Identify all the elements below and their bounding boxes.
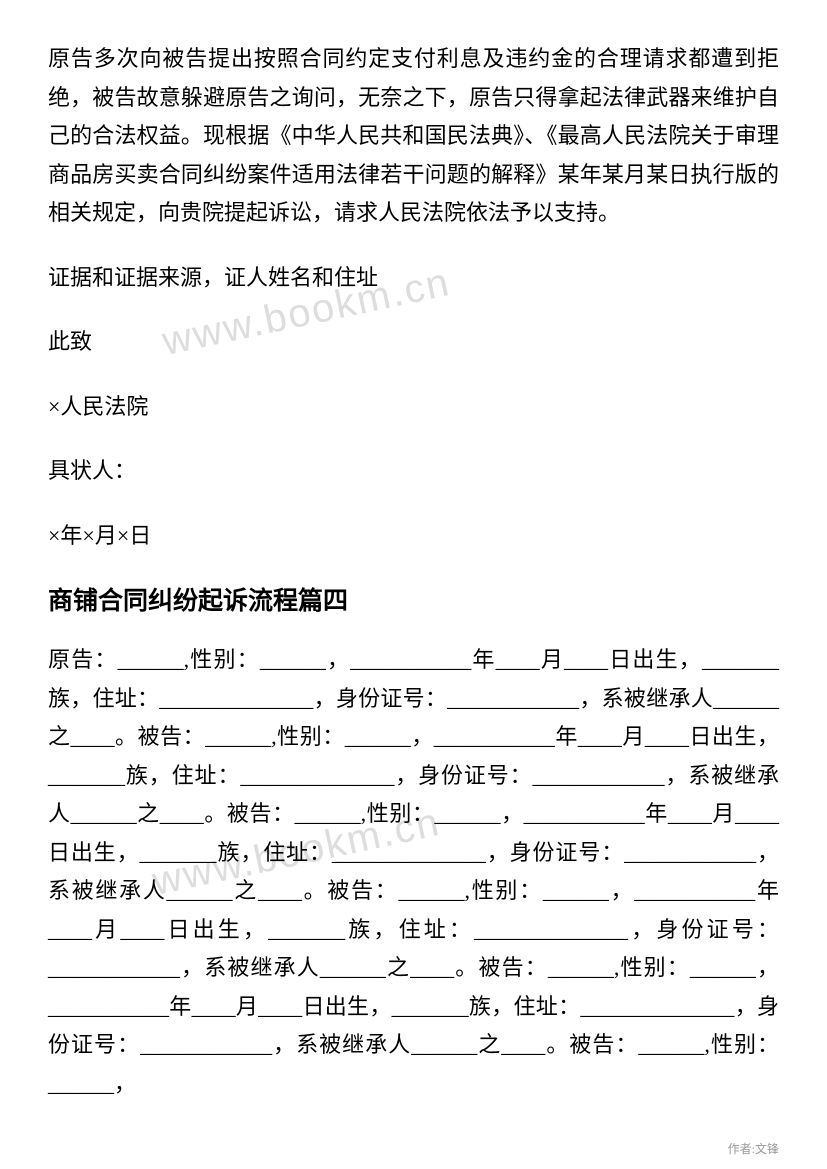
paragraph-intro: 原告多次向被告提出按照合同约定支付利息及违约金的合理请求都遭到拒绝，被告故意躲避… <box>48 40 779 233</box>
footer-author: 作者:文锋 <box>728 1140 779 1157</box>
paragraph-evidence: 证据和证据来源，证人姓名和住址 <box>48 259 779 298</box>
document-content: 原告多次向被告提出按照合同约定支付利息及违约金的合理请求都遭到拒绝，被告故意躲避… <box>48 40 779 1103</box>
paragraph-signer: 具状人： <box>48 452 779 491</box>
section-heading: 商铺合同纠纷起诉流程篇四 <box>48 581 779 617</box>
paragraph-date: ×年×月×日 <box>48 517 779 556</box>
paragraph-form: 原告：______,性别：______，___________年____月___… <box>48 641 779 1103</box>
paragraph-closing: 此致 <box>48 323 779 362</box>
paragraph-court: ×人民法院 <box>48 388 779 427</box>
